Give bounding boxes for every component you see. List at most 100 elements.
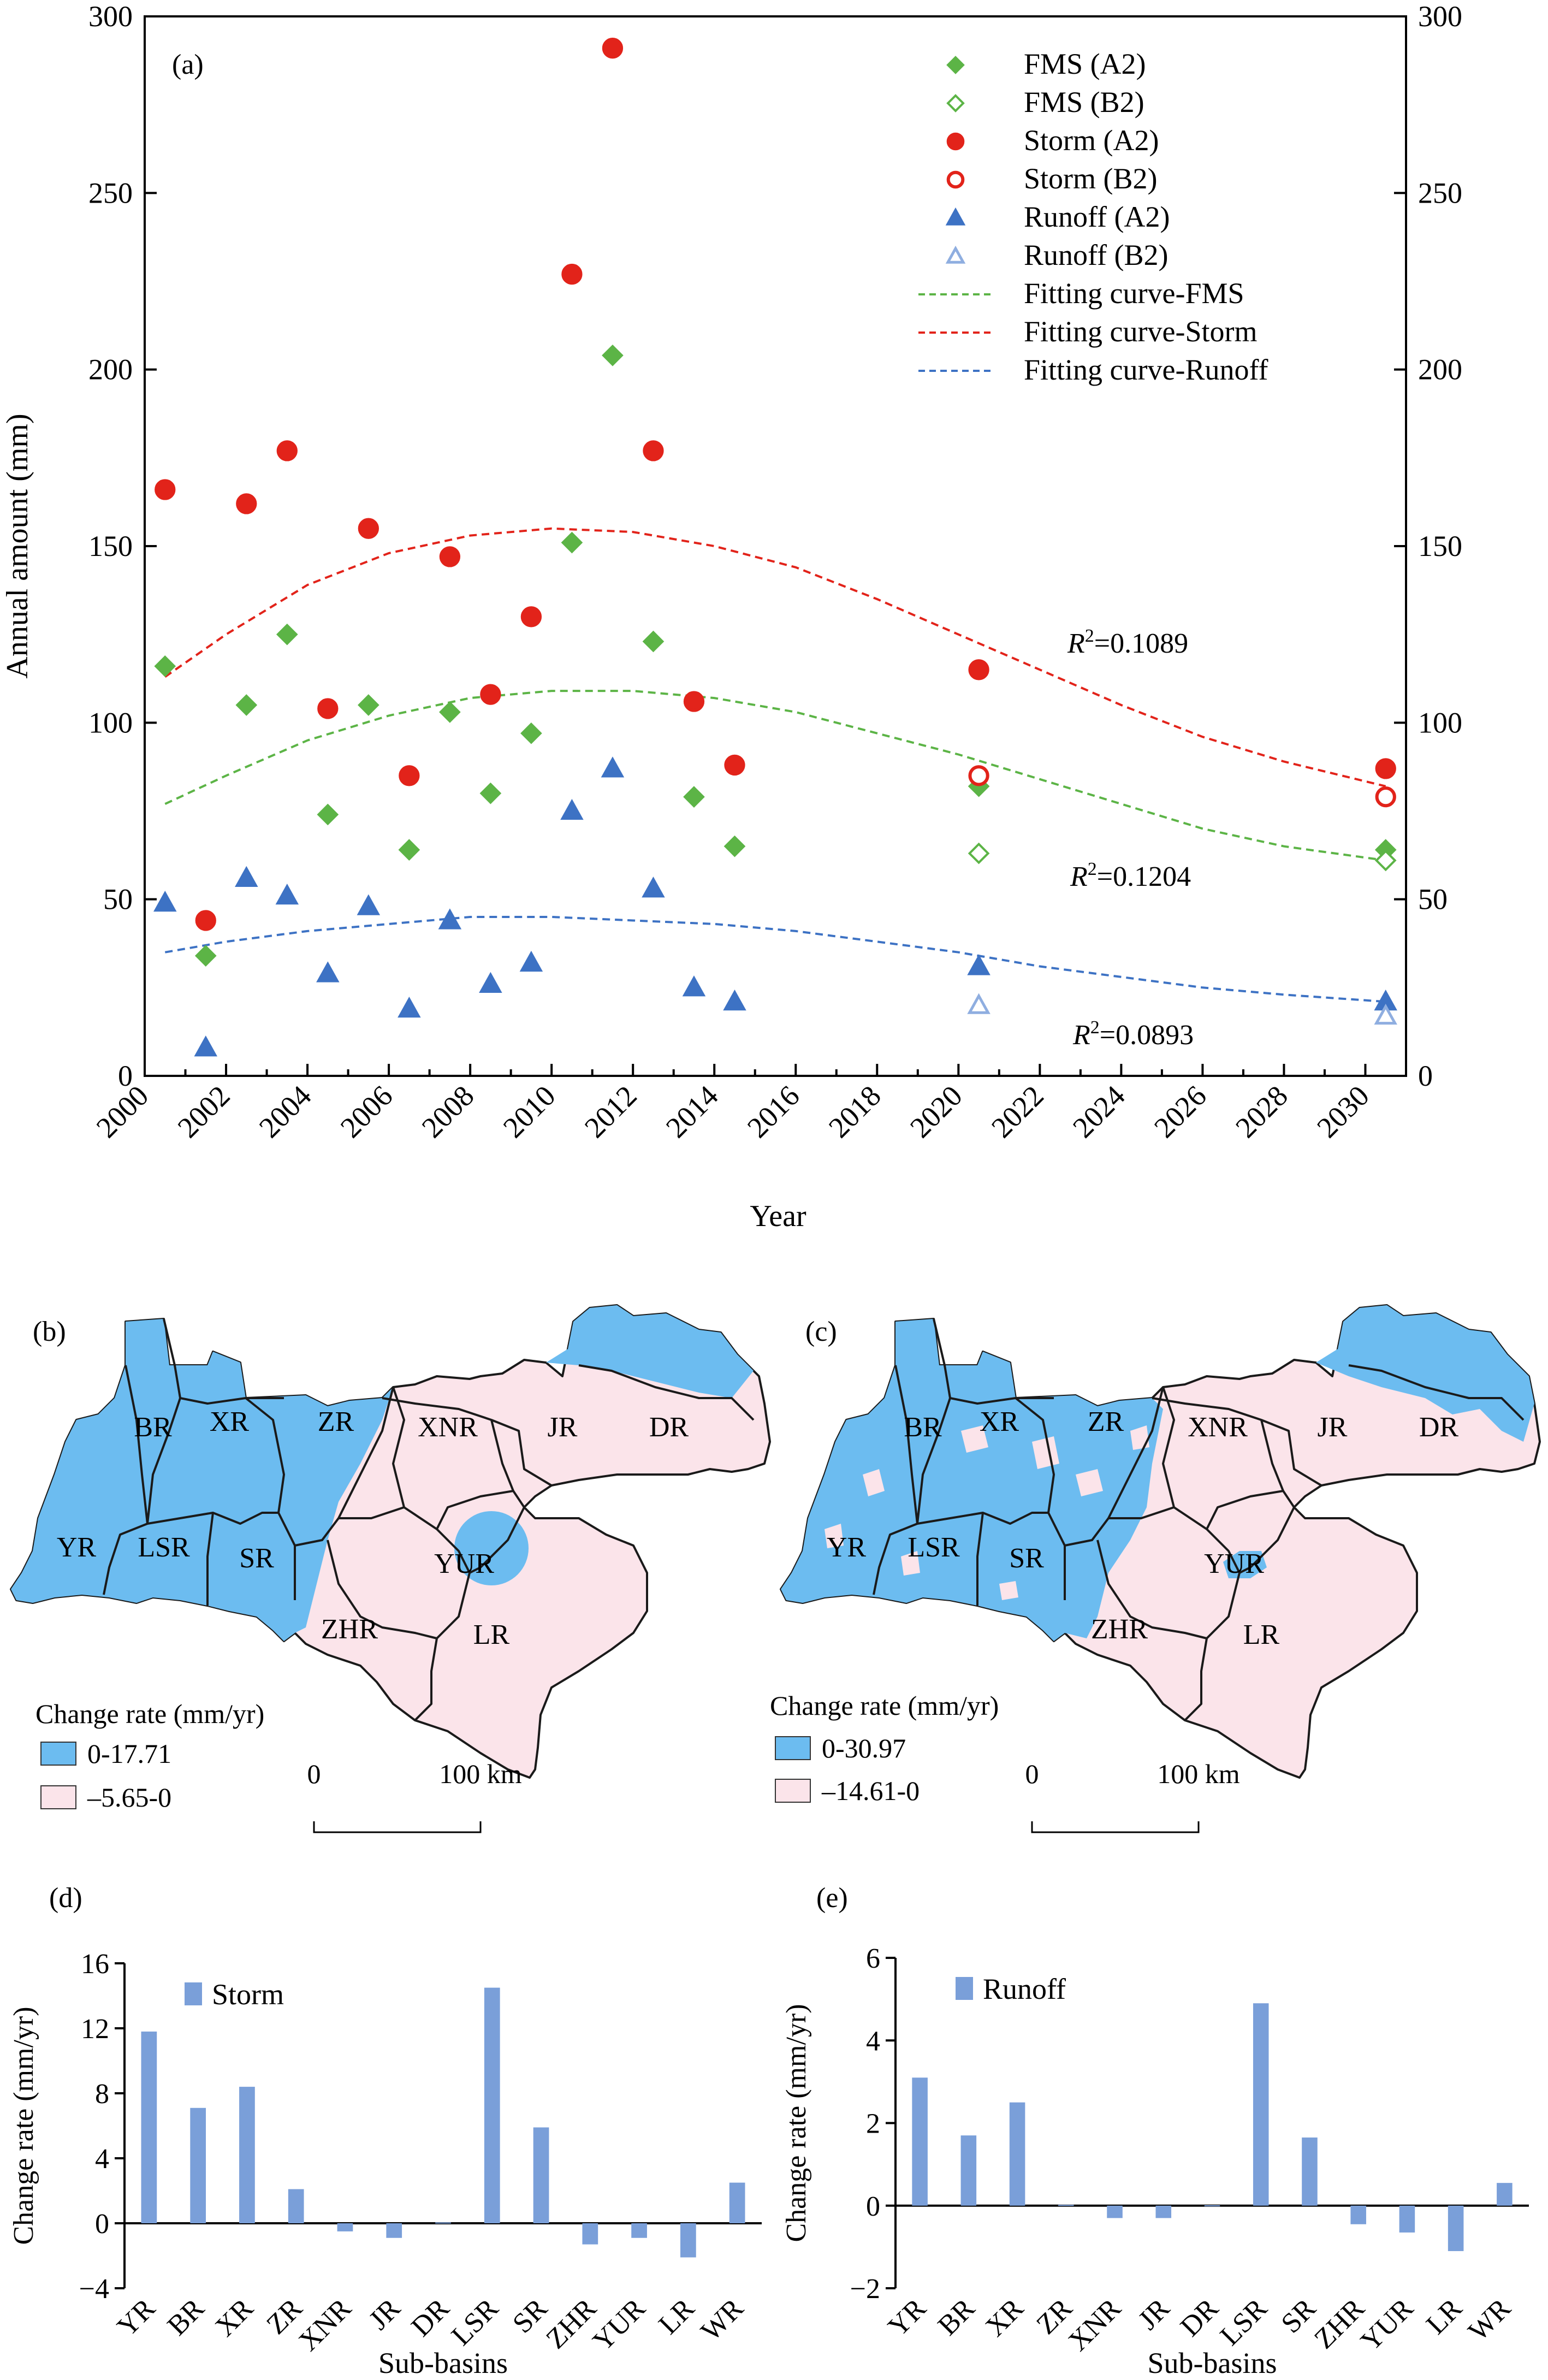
map-c-legend-swatch-negative — [775, 1779, 811, 1803]
map-c-yr-label: YR — [827, 1532, 867, 1563]
panel-a-y-axis-label: Annual amount (mm) — [1, 413, 34, 678]
runoff_a2-point — [235, 866, 258, 887]
bar-wr — [729, 2182, 745, 2223]
legend-label-runoff: Runoff — [983, 1973, 1066, 2005]
legend-label-fit_storm: Fitting curve-Storm — [1024, 315, 1257, 348]
y-tick-label-right: 0 — [1418, 1059, 1433, 1092]
map-c-positive-region — [781, 1319, 1163, 1641]
map-b-legend-positive: 0-17.71 — [87, 1738, 171, 1769]
map-b-lr-label: LR — [473, 1619, 510, 1650]
fms_a2-point — [276, 623, 298, 646]
x-tick-label: LR — [1420, 2293, 1468, 2341]
runoff_a2-point — [723, 990, 746, 1011]
legend-label-storm_a2: Storm (A2) — [1024, 124, 1159, 157]
x-tick-label: 2000 — [90, 1079, 155, 1144]
y-tick-label-left: 250 — [88, 176, 133, 209]
bar-xnr — [1107, 2205, 1123, 2218]
storm_a2-point — [643, 440, 664, 461]
map-c-xnr-label: XNR — [1188, 1412, 1248, 1443]
storm_a2-point — [317, 698, 339, 719]
runoff_b2-point — [1374, 1003, 1397, 1025]
map-c-legend-swatch-positive — [775, 1736, 811, 1760]
storm_a2-point — [602, 38, 624, 59]
map-b-xr-label: XR — [210, 1406, 250, 1437]
storm_a2-point — [480, 684, 501, 705]
map-c-scale-end: 100 km — [1157, 1759, 1240, 1789]
y-tick-label-left: 300 — [88, 0, 133, 33]
panel-a-chart: (a) 0 0 50 50 100 100 150 150 200 200 250 250 300 300… — [1, 0, 1462, 1233]
fit_runoff-line — [164, 916, 1386, 1003]
map-b-yr-label: YR — [57, 1532, 97, 1563]
x-tick-label: ZHR — [1308, 2293, 1371, 2355]
x-tick-label: 2004 — [253, 1079, 318, 1144]
map-b-dr-positive — [546, 1305, 754, 1398]
fms_a2-point — [642, 630, 665, 653]
bar-yur — [1399, 2205, 1415, 2233]
r2-storm-annotation: R2=0.1089 — [1067, 626, 1188, 659]
runoff_a2-point — [194, 1035, 218, 1057]
runoff_a2-point — [316, 961, 340, 982]
y-tick-label: 0 — [95, 2209, 109, 2240]
map-b-jr-label: JR — [548, 1412, 578, 1443]
y-tick-label: 8 — [95, 2079, 109, 2110]
y-tick-label: 2 — [866, 2109, 880, 2140]
x-tick-label: 2002 — [171, 1079, 236, 1144]
map-b-positive-region — [11, 1319, 393, 1641]
bar-xr — [239, 2087, 255, 2223]
y-tick-label-left: 0 — [118, 1059, 133, 1092]
panel-a-x-axis-label: Year — [750, 1199, 806, 1233]
map-b-scale-bar: 0 100 km — [307, 1759, 522, 1833]
map-c-boundaries — [873, 1318, 1525, 1721]
map-c-pink-patches — [825, 1398, 1431, 1600]
x-tick-label: BR — [932, 2293, 981, 2342]
bar-zr — [288, 2189, 304, 2223]
x-tick-label: 2018 — [822, 1079, 887, 1144]
map-b — [10, 1304, 771, 1779]
map-b-br-label: BR — [134, 1412, 172, 1443]
fms_a2-point — [479, 782, 502, 804]
r2-runoff-annotation: R2=0.0893 — [1072, 1017, 1194, 1051]
x-tick-label: DR — [406, 2293, 456, 2343]
panel-a-legend: FMS (A2) FMS (B2) Storm (A2) Storm (B2) Runo… — [918, 48, 1268, 386]
y-tick-label: 6 — [866, 1943, 880, 1974]
map-b-xnr-label: XNR — [418, 1412, 478, 1443]
y-tick-label: −4 — [79, 2274, 109, 2305]
map-c — [780, 1304, 1541, 1779]
x-tick-label: YR — [111, 2293, 162, 2343]
fms_a2-point — [398, 839, 420, 861]
panel-a-axes — [144, 15, 1407, 1077]
map-b-yur-label: YUR — [434, 1548, 494, 1579]
runoff_a2-point — [560, 798, 584, 820]
x-axis-label: Sub-basins — [378, 2347, 508, 2379]
map-b-sr-label: SR — [239, 1543, 274, 1574]
map-c-jr-label: JR — [1318, 1412, 1348, 1443]
map-b-scale-zero: 0 — [307, 1759, 321, 1789]
runoff_a2-point — [479, 972, 502, 993]
map-c-scale-bar: 0 100 km — [1025, 1759, 1240, 1833]
y-tick-label-left: 50 — [103, 883, 133, 916]
map-b-legend-negative: –5.65-0 — [87, 1782, 171, 1813]
runoff_a2-point — [642, 877, 665, 898]
x-tick-label: 2010 — [497, 1079, 562, 1144]
x-tick-label: 2030 — [1310, 1079, 1375, 1144]
panel-a-ticks: 0 0 50 50 100 100 150 150 200 200 250 250 300 300 2000… — [88, 0, 1462, 1144]
x-tick-label: 2020 — [904, 1079, 969, 1144]
fms_a2-point — [602, 344, 624, 366]
map-c-dr-label: DR — [1419, 1412, 1459, 1443]
bar-dr — [435, 2222, 451, 2224]
x-tick-label: WR — [1462, 2293, 1517, 2347]
bar-yr — [912, 2077, 928, 2206]
bar-sr — [1302, 2137, 1318, 2206]
panel-e-label: (e) — [816, 1882, 848, 1914]
legend-marker-storm_b2 — [946, 170, 965, 189]
panel-a-fitting-curves — [164, 527, 1386, 1003]
storm_a2-point — [520, 606, 542, 627]
runoff_a2-point — [153, 890, 177, 912]
x-tick-label: LSR — [446, 2293, 505, 2352]
y-tick-label: 4 — [866, 2026, 880, 2057]
bar-wr — [1497, 2183, 1513, 2206]
map-c-dr-positive — [1316, 1305, 1534, 1442]
fms_a2-point — [317, 803, 339, 826]
panel-a-label: (a) — [172, 49, 204, 80]
